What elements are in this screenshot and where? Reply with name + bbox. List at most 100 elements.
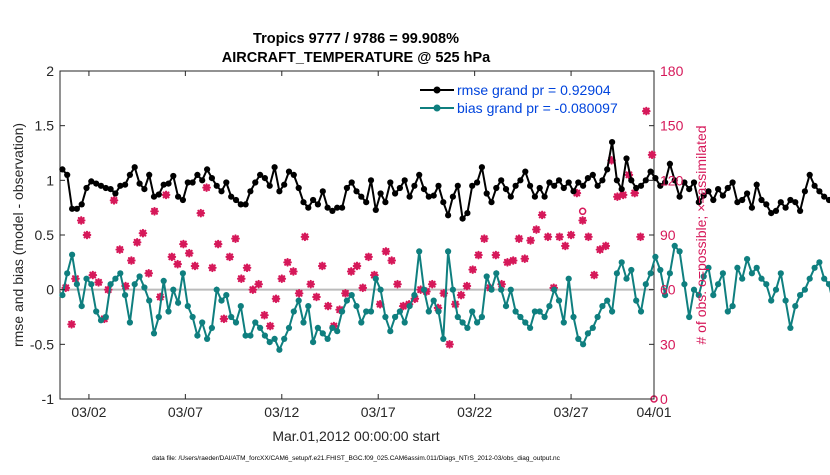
bias-point (64, 270, 71, 277)
rmse-point (816, 188, 823, 195)
bias-point (59, 292, 66, 299)
rmse-point (570, 188, 577, 195)
rmse-point (78, 201, 85, 208)
data-file-footer: data file: /Users/raeder/DAI/ATM_forcXX/… (152, 455, 561, 462)
rmse-point (189, 179, 196, 186)
rmse-point (112, 190, 119, 197)
rmse-point (179, 196, 186, 204)
bias-point (642, 281, 649, 288)
bias-point (527, 324, 534, 331)
bias-point (189, 313, 196, 321)
obs-assimilated-marker (260, 310, 269, 320)
bias-point (117, 270, 124, 277)
rmse-point (213, 182, 220, 189)
rmse-point (454, 182, 461, 189)
obs-assimilated-marker (456, 290, 466, 300)
bias-point (257, 324, 264, 331)
rmse-point (522, 168, 529, 175)
rmse-point (411, 182, 418, 189)
bias-point (194, 332, 201, 339)
bias-point (387, 328, 394, 335)
rmse-point (310, 196, 317, 204)
rmse-point (502, 186, 510, 193)
x-tick-label: 03/07 (168, 404, 203, 420)
bias-point (242, 332, 249, 339)
rmse-point (744, 190, 751, 197)
legend-rmse-marker (433, 86, 441, 94)
obs-assimilated-marker (196, 208, 206, 218)
bias-point (801, 286, 809, 293)
bias-point (589, 324, 596, 331)
rmse-point (339, 204, 346, 211)
rmse-point (792, 199, 799, 206)
rmse-point (676, 193, 683, 200)
bias-point (690, 286, 698, 293)
bias-point (570, 313, 577, 321)
rmse-point (88, 178, 95, 185)
bias-point (469, 308, 476, 315)
rmse-point (589, 171, 596, 178)
rmse-point (483, 190, 490, 197)
legend-bias-marker (433, 104, 441, 112)
rmse-point (507, 193, 514, 200)
bias-point (715, 281, 722, 288)
rmse-point (242, 201, 249, 208)
bias-point (594, 313, 601, 321)
rmse-point (271, 164, 278, 171)
obs-assimilated-marker (312, 292, 321, 302)
rmse-point (729, 179, 736, 186)
bias-point (734, 264, 741, 271)
bias-point (122, 292, 129, 299)
bias-point (493, 270, 500, 277)
rmse-point (218, 188, 225, 195)
bias-point (305, 303, 312, 310)
rmse-point (459, 215, 466, 222)
bias-point (112, 275, 119, 282)
rmse-point (734, 199, 741, 206)
bias-point (618, 259, 625, 266)
bias-point (555, 297, 563, 304)
bias-point (695, 292, 702, 299)
obs-assimilated-marker (468, 265, 478, 274)
obs-assimilated-marker (248, 285, 258, 294)
rmse-point (618, 186, 625, 193)
rmse-point (93, 180, 100, 187)
rmse-point (498, 177, 505, 184)
rmse-point (363, 199, 370, 206)
rmse-point (517, 177, 524, 184)
rmse-point (440, 199, 447, 206)
obs-assimilated-marker (271, 294, 281, 304)
bias-point (175, 299, 182, 306)
bias-point (218, 297, 225, 304)
obs-assimilated-marker (236, 274, 246, 284)
x-tick-label: 03/27 (554, 404, 589, 420)
rmse-point (59, 166, 66, 173)
rmse-point (420, 186, 428, 193)
rmse-point (334, 204, 341, 211)
rmse-point (777, 199, 784, 206)
rmse-point (686, 186, 693, 193)
rmse-point (343, 184, 350, 192)
rmse-point (136, 180, 143, 187)
rmse-point (122, 181, 129, 188)
obs-assimilated-marker (67, 319, 76, 329)
rmse-point (821, 193, 828, 200)
rmse-point (329, 207, 336, 214)
rmse-point (425, 193, 432, 200)
obs-assimilated-marker (537, 210, 547, 220)
rmse-point (97, 182, 105, 189)
rmse-point (396, 184, 403, 192)
bias-point (719, 270, 727, 277)
rmse-point (512, 182, 519, 189)
rmse-point (666, 160, 674, 167)
bias-point (676, 248, 683, 255)
bias-point (416, 248, 423, 255)
rmse-point (527, 182, 534, 189)
bias-point (141, 284, 148, 291)
obs-assimilated-marker (202, 183, 211, 192)
obs-assimilated-marker (132, 237, 142, 247)
rmse-point (353, 188, 360, 195)
obs-assimilated-marker (213, 239, 223, 249)
bias-point (88, 281, 95, 288)
bias-point (266, 339, 273, 346)
